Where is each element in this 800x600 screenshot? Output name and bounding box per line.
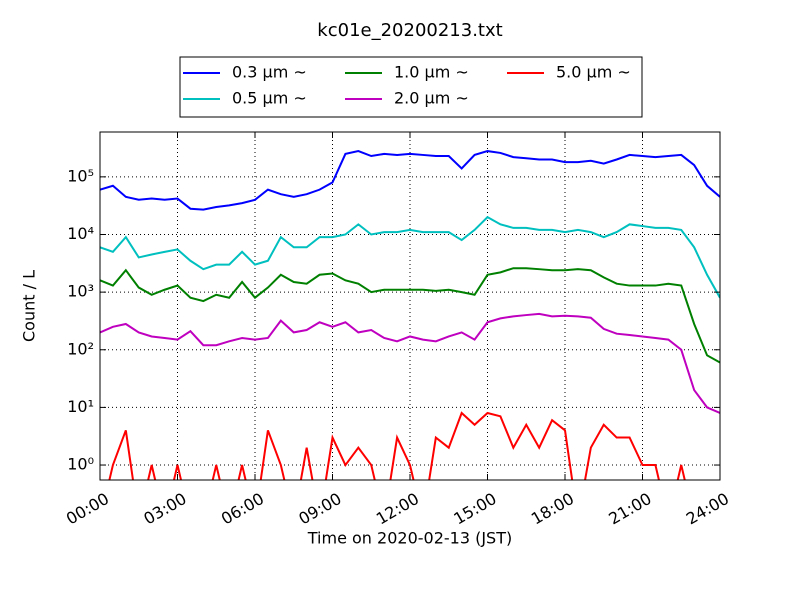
legend-label: 1.0 μm ~ <box>394 63 469 82</box>
plot-area <box>99 132 721 480</box>
legend-label: 0.5 μm ~ <box>232 89 307 108</box>
y-tick-label: 10⁵ <box>67 166 94 185</box>
series-line <box>100 150 720 211</box>
series-line <box>100 215 720 299</box>
y-tick-label: 10³ <box>67 282 94 301</box>
series-line <box>100 312 720 414</box>
legend-box <box>179 56 643 118</box>
chart-title: kc01e_20200213.txt <box>317 20 502 41</box>
series-line <box>100 267 720 364</box>
y-tick-label: 10⁰ <box>67 455 94 474</box>
plot-frame <box>99 131 721 481</box>
legend-label: 2.0 μm ~ <box>394 89 469 108</box>
legend-label: 0.3 μm ~ <box>232 63 307 82</box>
y-axis-label: Count / L <box>20 270 39 342</box>
series-line <box>108 411 686 480</box>
y-tick-label: 10⁴ <box>67 224 94 243</box>
legend-label: 5.0 μm ~ <box>556 63 631 82</box>
y-tick-label: 10² <box>67 339 94 358</box>
y-tick-label: 10¹ <box>67 397 94 416</box>
x-axis-label: Time on 2020-02-13 (JST) <box>307 529 512 548</box>
